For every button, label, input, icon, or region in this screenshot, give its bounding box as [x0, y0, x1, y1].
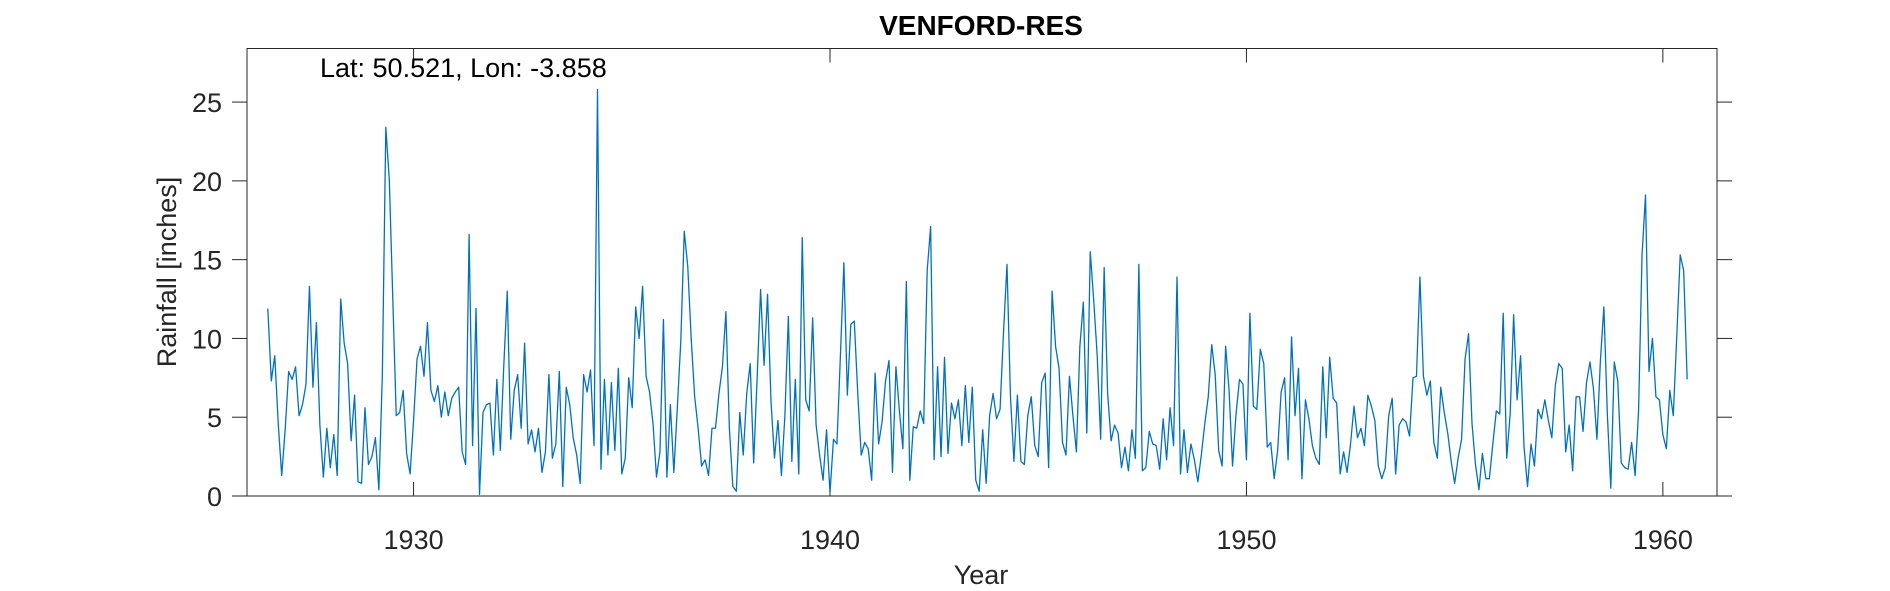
- rainfall-series-line: [267, 88, 1688, 496]
- y-axis-label: Rainfall [inches]: [152, 177, 182, 368]
- y-tick-label: 5: [207, 403, 222, 433]
- x-tick-label: 1930: [384, 525, 444, 555]
- y-tick-label: 15: [192, 246, 222, 276]
- y-tick-label: 0: [207, 482, 222, 512]
- x-tick-label: 1950: [1216, 525, 1276, 555]
- x-tick-label: 1940: [800, 525, 860, 555]
- chart-title: VENFORD-RES: [879, 10, 1083, 41]
- y-tick-label: 25: [192, 88, 222, 118]
- y-tick-label: 20: [192, 167, 222, 197]
- y-tick-label: 10: [192, 324, 222, 354]
- tick-labels: 1930 1940 1950 1960 0 5 10 15 20 25: [192, 88, 1693, 555]
- x-tick-label: 1960: [1633, 525, 1693, 555]
- x-axis-label: Year: [954, 560, 1009, 590]
- location-annotation: Lat: 50.521, Lon: -3.858: [320, 53, 607, 83]
- axis-ticks: [232, 48, 1732, 497]
